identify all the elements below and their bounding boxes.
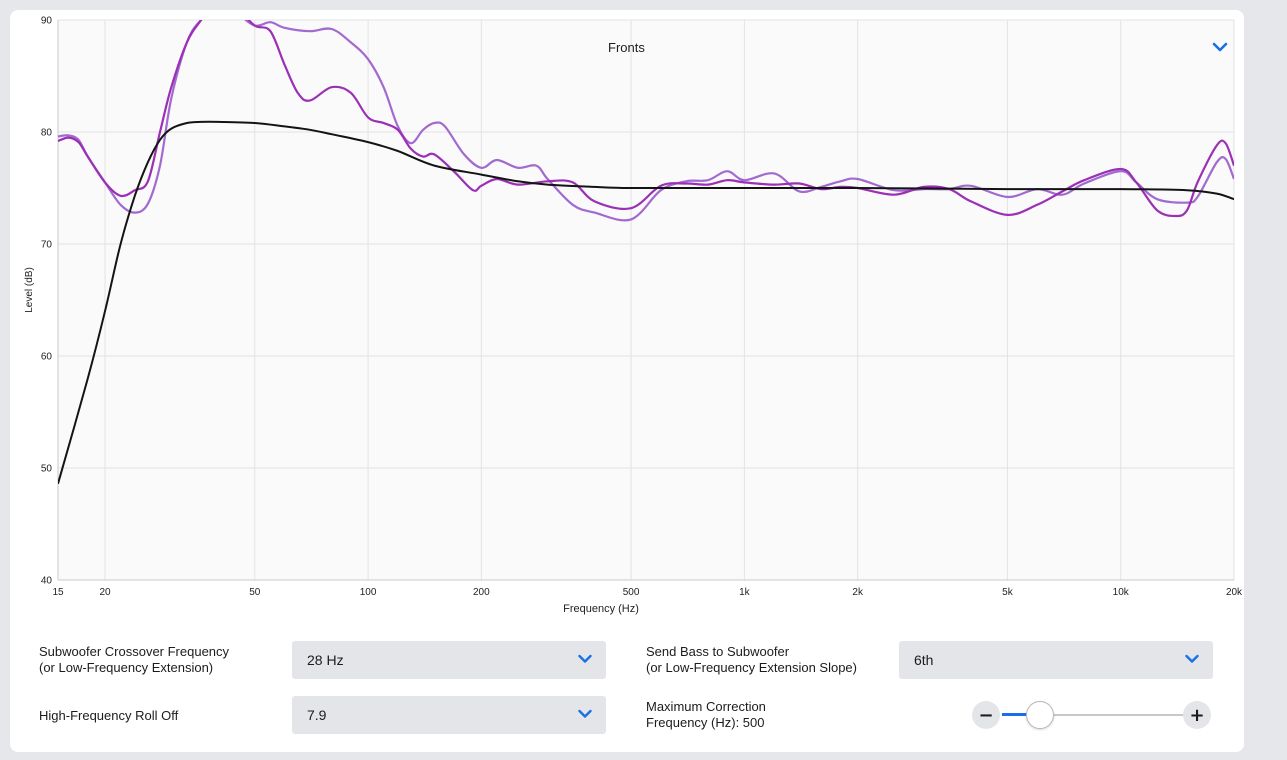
slider-thumb[interactable] — [1026, 701, 1055, 729]
send-bass-label: Send Bass to Subwoofer (or Low-Frequency… — [646, 644, 857, 675]
x-axis-label: Frequency (Hz) — [563, 603, 639, 615]
frequency-response-chart: 40 50 60 70 80 90 15 20 50 100 200 500 1k 2k 5k 10k 20k F… — [24, 16, 1243, 616]
crossover-label: Subwoofer Crossover Frequency (or Low-Fr… — [39, 644, 230, 675]
series-line-2 — [58, 20, 1234, 218]
x-tick-label: 2k — [852, 587, 864, 598]
crossover-select[interactable]: 28 Hz — [292, 641, 606, 679]
series-line-3 — [58, 120, 1234, 484]
y-tick-label: 50 — [41, 464, 53, 475]
slider-track[interactable] — [1002, 714, 1184, 716]
x-tick-label: 5k — [1002, 587, 1014, 598]
settings-card: 40 50 60 70 80 90 15 20 50 100 200 500 1k 2k 5k 10k 20k F… — [10, 10, 1244, 752]
hf-rolloff-select[interactable]: 7.9 — [292, 696, 606, 734]
x-tick-label: 10k — [1113, 587, 1130, 598]
decrease-button[interactable]: − — [972, 701, 1000, 729]
y-tick-label: 40 — [41, 576, 53, 587]
slider-fill — [1002, 713, 1041, 716]
y-tick-label: 90 — [41, 16, 53, 27]
y-tick-label: 60 — [41, 352, 53, 363]
send-bass-select[interactable]: 6th — [899, 641, 1213, 679]
crossover-value: 28 Hz — [307, 652, 344, 668]
chevron-down-icon — [578, 654, 592, 663]
chevron-down-icon — [1185, 654, 1199, 663]
chevron-down-icon — [578, 709, 592, 718]
x-tick-label: 50 — [249, 587, 261, 598]
increase-button[interactable]: + — [1183, 701, 1211, 729]
hf-rolloff-label: High-Frequency Roll Off — [39, 708, 179, 723]
x-tick-label: 15 — [52, 587, 64, 598]
y-tick-label: 80 — [41, 128, 53, 139]
x-tick-label: 20k — [1226, 587, 1243, 598]
x-tick-label: 20 — [99, 587, 111, 598]
chevron-down-icon[interactable] — [1212, 42, 1228, 53]
x-tick-label: 100 — [360, 587, 377, 598]
x-tick-label: 200 — [473, 587, 490, 598]
x-tick-label: 1k — [739, 587, 751, 598]
hf-rolloff-value: 7.9 — [307, 707, 327, 723]
send-bass-value: 6th — [914, 652, 934, 668]
chart-title: Fronts — [608, 40, 645, 55]
x-tick-label: 500 — [623, 587, 640, 598]
y-tick-label: 70 — [41, 240, 53, 251]
y-axis-label: Level (dB) — [24, 267, 35, 313]
max-correction-label: Maximum Correction Frequency (Hz): 500 — [646, 699, 766, 730]
plot-area — [58, 20, 1234, 580]
